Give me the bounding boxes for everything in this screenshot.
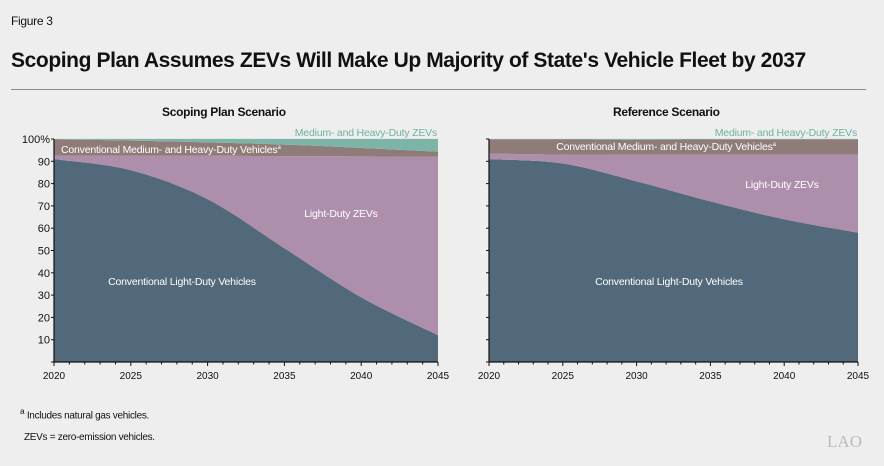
chart-title: Scoping Plan Assumes ZEVs Will Make Up M…	[11, 49, 806, 72]
x-tick-label: 2020	[478, 371, 501, 382]
lao-logo: LAO	[827, 432, 862, 451]
y-tick-label: 10	[38, 335, 50, 347]
x-tick-label: 2035	[699, 371, 722, 382]
x-tick-label: 2040	[350, 371, 373, 382]
area-conventional-light-duty	[54, 159, 438, 362]
area-light-duty-zevs	[54, 155, 438, 336]
y-tick-label: 90	[38, 156, 50, 168]
panel-title-reference: Reference Scenario	[613, 105, 720, 119]
footnote-marker: a	[277, 145, 281, 151]
footnote-a: a Includes natural gas vehicles.	[20, 406, 149, 421]
series-label: Medium- and Heavy-Duty ZEVs	[715, 127, 857, 139]
series-label: Conventional Medium- and Heavy-Duty Vehi…	[556, 141, 776, 153]
series-label: Light-Duty ZEVs	[745, 179, 818, 191]
y-tick-label: 50	[38, 246, 50, 258]
area-conventional-mhd	[54, 139, 438, 157]
series-label: Light-Duty ZEVs	[304, 208, 377, 220]
x-tick-label: 2030	[196, 371, 219, 382]
title-divider	[11, 89, 866, 90]
series-label: Conventional Light-Duty Vehicles	[108, 276, 256, 288]
y-tick-label: 30	[38, 290, 50, 302]
series-label: Conventional Medium- and Heavy-Duty Vehi…	[61, 144, 281, 156]
x-tick-label: 2025	[120, 371, 143, 382]
area-conventional-light-duty	[489, 159, 858, 362]
x-tick-label: 2045	[847, 371, 870, 382]
footnote-abbrev: ZEVs = zero-emission vehicles.	[24, 432, 155, 443]
series-label: Medium- and Heavy-Duty ZEVs	[295, 127, 437, 139]
y-tick-label: 100%	[22, 134, 50, 146]
y-tick-label: 20	[38, 312, 50, 324]
series-label: Conventional Light-Duty Vehicles	[595, 276, 743, 288]
y-tick-label: 40	[38, 268, 50, 280]
area-conventional-mhd	[489, 139, 858, 155]
x-tick-label: 2040	[773, 371, 796, 382]
footnote-a-text: Includes natural gas vehicles.	[26, 410, 150, 422]
area-mhd-zevs	[489, 139, 858, 140]
x-tick-label: 2045	[427, 371, 450, 382]
chart-panel-1: 2020 2025 2030 2035 2040 2045 Conventional Lig…	[478, 127, 870, 382]
x-tick-label: 2020	[43, 371, 66, 382]
area-mhd-zevs	[54, 139, 438, 152]
y-tick-label: 60	[38, 223, 50, 235]
footnote-marker: a	[20, 406, 25, 416]
y-tick-label: 80	[38, 179, 50, 191]
area-light-duty-zevs	[489, 153, 858, 233]
x-tick-label: 2035	[273, 371, 296, 382]
footnote-marker: a	[773, 142, 777, 148]
x-tick-label: 2025	[552, 371, 575, 382]
figure-label: Figure 3	[11, 14, 53, 28]
x-tick-label: 2030	[625, 371, 648, 382]
panel-title-scoping: Scoping Plan Scenario	[162, 105, 286, 119]
y-tick-label: 70	[38, 201, 50, 213]
